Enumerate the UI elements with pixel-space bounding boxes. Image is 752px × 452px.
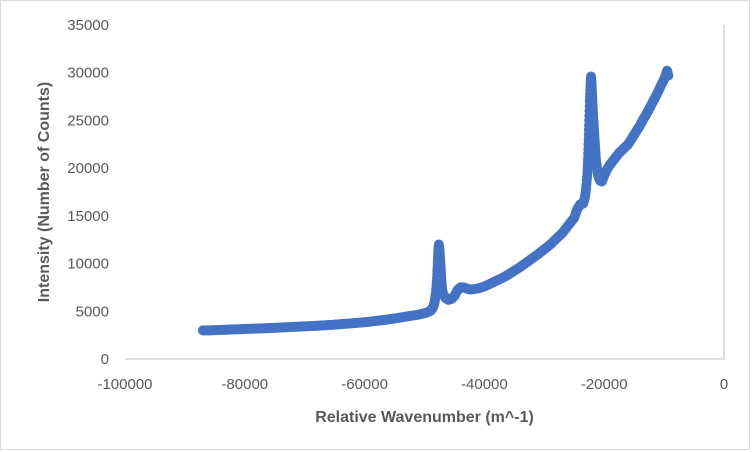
x-tick-label: 0 <box>720 376 728 393</box>
x-axis-title: Relative Wavenumber (m^-1) <box>315 409 534 426</box>
x-tick-label: -60000 <box>341 376 388 393</box>
y-tick-label: 30000 <box>67 65 109 82</box>
y-tick-label: 25000 <box>67 112 109 129</box>
y-tick-label: 35000 <box>67 17 109 34</box>
y-tick-label: 10000 <box>67 256 109 273</box>
y-tick-label: 20000 <box>67 160 109 177</box>
plot-area <box>197 65 674 336</box>
x-tick-label: -40000 <box>461 376 508 393</box>
x-tick-label: -100000 <box>97 376 152 393</box>
y-axis-title: Intensity (Number of Counts) <box>36 82 53 302</box>
x-tick-label: -20000 <box>581 376 628 393</box>
y-tick-label: 0 <box>101 351 109 368</box>
axes: -100000 -80000 -60000 -40000 -20000 0 0 5000 100… <box>67 17 728 393</box>
x-tick-label: -80000 <box>221 376 268 393</box>
data-point <box>663 70 674 81</box>
y-tick-label: 5000 <box>76 303 109 320</box>
y-tick-label: 15000 <box>67 208 109 225</box>
